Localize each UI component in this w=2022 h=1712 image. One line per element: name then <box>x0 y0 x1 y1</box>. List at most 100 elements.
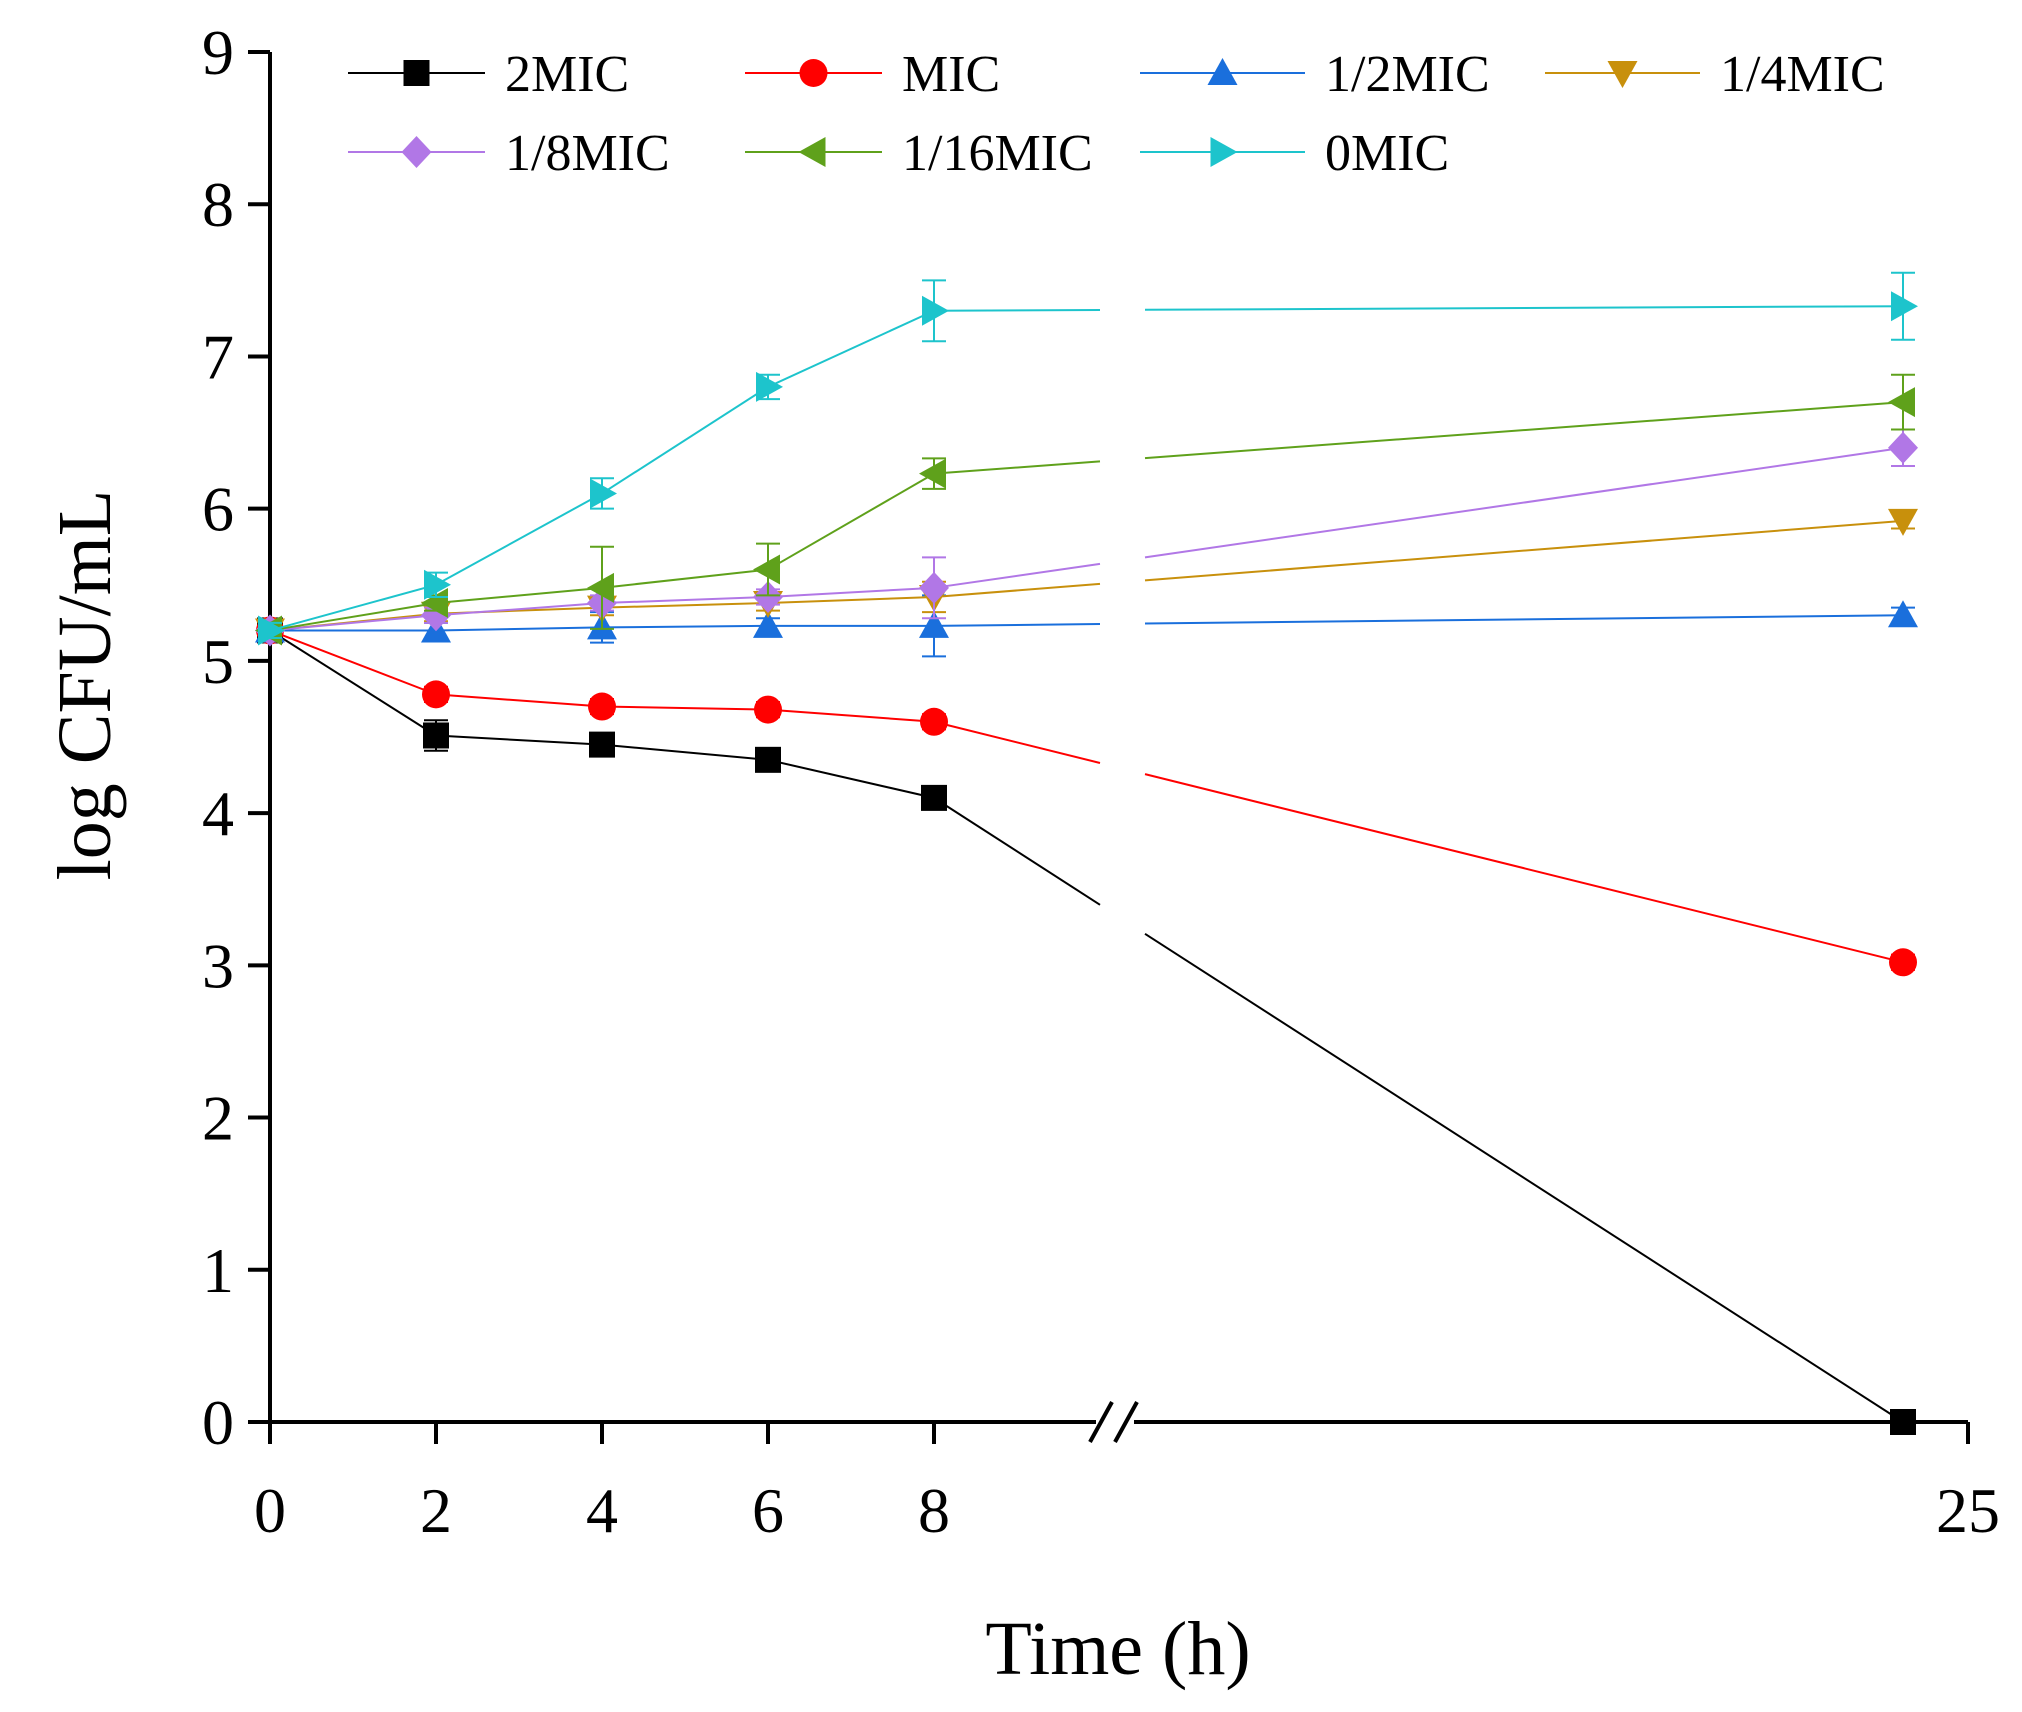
data-point <box>421 588 448 619</box>
axis-break-mark <box>1113 1401 1139 1443</box>
series-line <box>767 472 935 571</box>
y-tick-label: 1 <box>202 1235 234 1306</box>
series-line <box>601 595 769 605</box>
data-point <box>423 722 449 749</box>
axis-break-mark <box>1088 1401 1114 1443</box>
data-point <box>1890 1409 1916 1435</box>
data-point <box>1888 600 1918 628</box>
y-tick-label: 3 <box>202 930 234 1001</box>
data-point <box>920 707 948 736</box>
legend-label: 1/8MIC <box>505 125 670 182</box>
y-axis-label: log CFU/mL <box>43 490 127 881</box>
legend-label: MIC <box>902 46 1000 103</box>
data-point <box>258 615 285 646</box>
data-point <box>756 371 783 402</box>
legend-label: 1/4MIC <box>1720 46 1885 103</box>
y-tick-label: 8 <box>202 169 234 240</box>
series-line <box>1144 614 1904 625</box>
series-line <box>933 308 1101 312</box>
series-line <box>933 460 1101 475</box>
series-line <box>269 602 437 632</box>
legend-marker <box>798 137 826 167</box>
y-tick-label: 5 <box>202 626 234 697</box>
series-line <box>435 626 603 632</box>
legend-item: 1/4MIC <box>1545 46 1885 103</box>
series-line <box>601 386 769 495</box>
x-axis-label: Time (h) <box>985 1607 1250 1691</box>
data-point <box>753 580 783 613</box>
series-line <box>933 797 1101 906</box>
x-tick-label: 2 <box>420 1475 452 1546</box>
x-tick-label: 4 <box>586 1475 618 1546</box>
series-line <box>601 743 769 761</box>
series-line <box>1144 932 1904 1423</box>
series-1/2MIC <box>255 594 1918 658</box>
series-1/16MIC <box>255 373 1915 646</box>
data-point <box>919 610 949 638</box>
series-line <box>435 602 603 617</box>
legend-item: MIC <box>745 46 1000 103</box>
x-tick-label: 6 <box>752 1475 784 1546</box>
series-line <box>933 562 1101 589</box>
data-point <box>753 554 780 585</box>
series-line <box>601 602 769 609</box>
y-tick-label: 2 <box>202 1083 234 1154</box>
legend-marker <box>1607 61 1638 88</box>
data-point <box>753 610 783 638</box>
series-group <box>255 271 1918 1435</box>
data-point <box>1891 291 1918 322</box>
data-point <box>424 569 451 600</box>
data-point <box>755 746 781 773</box>
legend-label: 1/16MIC <box>902 125 1093 182</box>
legend-label: 0MIC <box>1325 125 1449 182</box>
series-line <box>1144 446 1904 559</box>
series-MIC <box>256 616 1917 977</box>
series-line <box>767 595 935 605</box>
legend-marker <box>799 59 828 87</box>
series-line <box>269 629 437 737</box>
data-point <box>1888 508 1918 536</box>
series-line <box>435 693 603 708</box>
data-point <box>754 695 782 724</box>
series-line <box>269 614 437 632</box>
data-point <box>921 784 947 811</box>
y-tick-label: 7 <box>202 321 234 392</box>
data-point <box>1888 431 1918 464</box>
data-point <box>422 680 450 709</box>
series-0MIC <box>258 271 1918 646</box>
y-tick-label: 9 <box>202 17 234 88</box>
legend-label: 1/2MIC <box>1325 46 1490 103</box>
legend-item: 1/2MIC <box>1140 46 1490 103</box>
data-point <box>922 295 949 326</box>
series-line <box>1144 773 1904 964</box>
legend-marker <box>403 60 430 86</box>
series-line <box>435 734 603 746</box>
legend-marker <box>401 136 432 168</box>
y-tick-label: 6 <box>202 474 234 545</box>
series-line <box>767 309 935 388</box>
series-line <box>933 582 1101 598</box>
data-point <box>919 458 946 489</box>
data-point <box>587 572 614 603</box>
legend-item: 0MIC <box>1140 125 1449 182</box>
data-point <box>919 571 949 604</box>
legend: 2MIC MIC 1/2MIC 1/4MIC 1/8MIC 1/16MIC 0MIC <box>348 46 1885 182</box>
series-line <box>601 705 769 711</box>
series-line <box>269 629 437 696</box>
data-point <box>590 478 617 509</box>
x-tick-label: 25 <box>1936 1475 2000 1546</box>
axes: 0 1 2 3 4 5 6 7 8 9 0 2 4 6 8 25 <box>202 17 2000 1546</box>
y-tick-label: 4 <box>202 778 234 849</box>
y-tick-label: 0 <box>202 1387 234 1458</box>
x-tick-label: 0 <box>254 1475 286 1546</box>
series-line <box>767 758 935 799</box>
legend-marker <box>1207 58 1238 85</box>
series-line <box>1144 305 1904 311</box>
legend-item: 2MIC <box>348 46 629 103</box>
series-line <box>435 492 603 586</box>
series-line <box>1144 401 1904 460</box>
legend-item: 1/8MIC <box>348 125 670 182</box>
legend-marker <box>1210 137 1238 167</box>
